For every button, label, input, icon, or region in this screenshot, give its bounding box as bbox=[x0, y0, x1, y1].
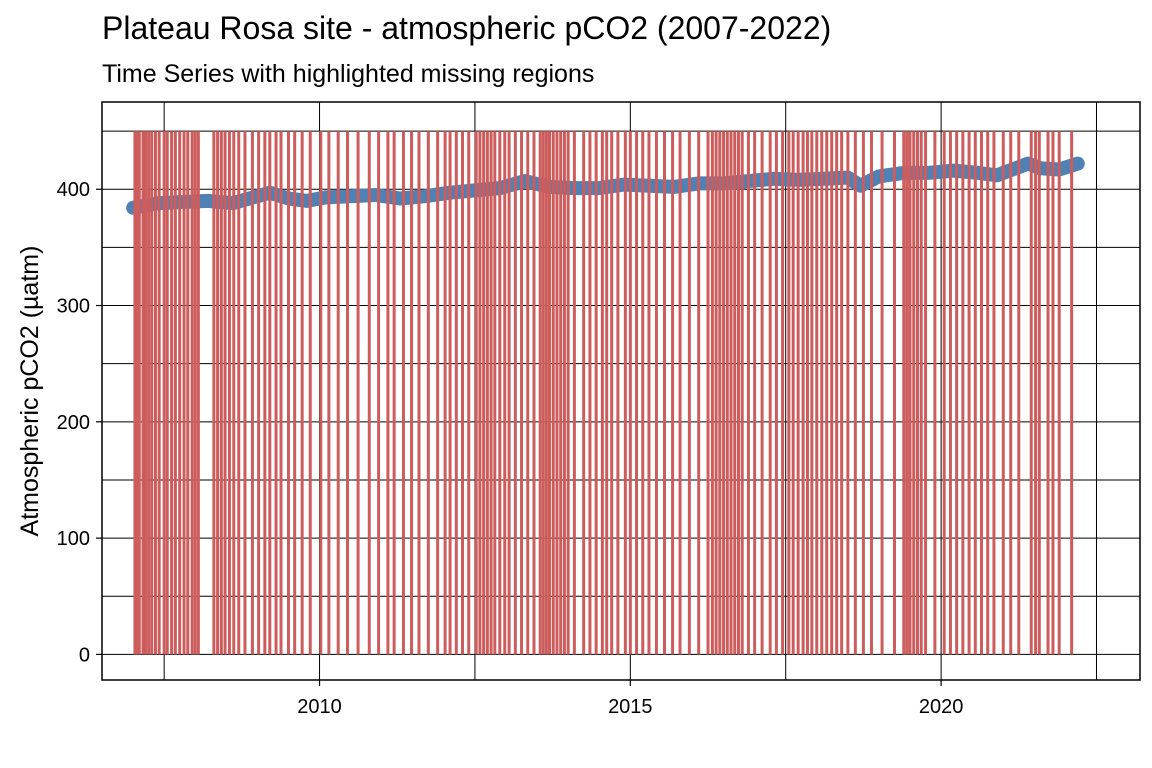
y-tick-label: 0 bbox=[79, 644, 90, 666]
y-tick-label: 400 bbox=[57, 179, 90, 201]
x-tick-label: 2015 bbox=[608, 696, 653, 718]
x-tick-label: 2020 bbox=[919, 696, 964, 718]
y-tick-label: 300 bbox=[57, 296, 90, 318]
x-tick-label: 2010 bbox=[297, 696, 342, 718]
panel-border bbox=[101, 101, 1141, 681]
chart-subtitle: Time Series with highlighted missing reg… bbox=[102, 60, 595, 88]
y-tick-label: 200 bbox=[57, 412, 90, 434]
y-axis-title: Atmospheric pCO2 (µatm) bbox=[16, 246, 44, 537]
y-tick-label: 100 bbox=[57, 528, 90, 550]
chart-title: Plateau Rosa site - atmospheric pCO2 (20… bbox=[102, 10, 832, 46]
